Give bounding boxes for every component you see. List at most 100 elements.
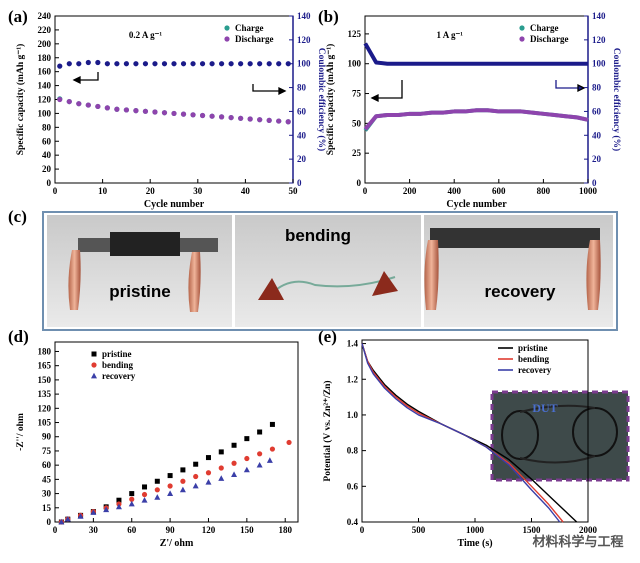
marker (190, 61, 196, 67)
marker (161, 110, 168, 116)
marker (129, 496, 135, 502)
marker (219, 61, 225, 67)
legend-label: Discharge (235, 34, 274, 44)
marker (247, 116, 253, 122)
marker (103, 506, 110, 513)
marker (219, 114, 225, 120)
marker (64, 515, 71, 522)
y-tick-label: 75 (42, 446, 52, 456)
y-tick-label: 20 (42, 164, 52, 174)
caption: pristine (109, 282, 170, 301)
y2-axis-label: Coulombic efficiency (%) (611, 48, 622, 151)
marker (257, 429, 263, 435)
y-tick-label: 1.0 (347, 410, 359, 420)
marker (180, 111, 187, 117)
y-tick-label: 120 (38, 403, 52, 413)
y2-tick-label: 140 (297, 11, 311, 21)
marker (57, 63, 63, 69)
marker (142, 484, 148, 490)
legend-label: recovery (102, 371, 136, 381)
marker (266, 457, 273, 463)
y-tick-label: 0 (47, 178, 52, 188)
y-axis-label: Specific capacity (mAh g⁻¹) (325, 44, 336, 156)
legend-label: bending (102, 360, 134, 370)
watermark: 材料科学与工程 (532, 534, 623, 550)
y-axis-label: Potential (V vs. Zn²⁺/Zn) (322, 380, 333, 481)
y-tick-label: 30 (42, 489, 52, 499)
marker (66, 98, 72, 105)
y-tick-label: 25 (352, 148, 362, 158)
y2-tick-label: 100 (297, 59, 311, 69)
y2-tick-label: 40 (297, 130, 307, 140)
marker (123, 107, 129, 113)
y-tick-label: 60 (42, 136, 52, 146)
y-tick-label: 45 (42, 474, 52, 484)
y-tick-label: 140 (38, 81, 52, 91)
y-tick-label: 0.8 (347, 446, 359, 456)
marker (142, 108, 149, 114)
marker (231, 442, 237, 448)
series-line (361, 343, 564, 523)
marker (161, 61, 168, 67)
x-tick-label: 1000 (466, 525, 485, 535)
marker (85, 59, 91, 66)
x-axis-label: Cycle number (446, 199, 507, 210)
marker (266, 117, 272, 123)
marker (231, 460, 237, 466)
marker (95, 103, 101, 110)
y-tick-label: 200 (38, 39, 52, 49)
y-tick-label: 100 (348, 59, 362, 69)
marker (205, 470, 212, 476)
x-tick-label: 60 (127, 525, 137, 535)
y2-tick-label: 120 (297, 35, 311, 45)
marker (238, 61, 244, 67)
marker (269, 446, 276, 452)
marker (205, 479, 212, 485)
x-tick-label: 120 (202, 525, 216, 535)
y-tick-label: 0 (357, 178, 362, 188)
legend-label: pristine (102, 349, 132, 359)
marker (286, 439, 292, 446)
marker (199, 112, 206, 119)
legend-label: Charge (235, 23, 264, 33)
marker (276, 118, 282, 124)
y2-tick-label: 80 (592, 83, 602, 93)
marker (231, 471, 238, 478)
marker (218, 475, 225, 481)
legend-swatch (91, 362, 97, 368)
y-tick-label: 0 (47, 517, 52, 527)
series-line (363, 108, 589, 131)
marker (192, 482, 199, 489)
marker (154, 494, 161, 500)
marker (115, 503, 122, 510)
y-tick-label: 220 (38, 25, 52, 35)
marker (123, 61, 129, 67)
y-tick-label: 60 (42, 460, 52, 470)
y-tick-label: 15 (42, 503, 52, 513)
marker (116, 497, 122, 503)
y-tick-label: 1.4 (347, 339, 359, 349)
x-tick-label: 400 (447, 186, 461, 196)
y-tick-label: 120 (38, 95, 52, 105)
y-tick-label: 1.2 (347, 374, 359, 384)
x-tick-label: 800 (537, 186, 551, 196)
marker (180, 467, 186, 473)
y-tick-label: 165 (38, 361, 52, 371)
marker (133, 61, 139, 67)
legend-swatch (519, 25, 525, 31)
x-tick-label: 0 (363, 186, 368, 196)
y-tick-label: 90 (42, 432, 52, 442)
marker (114, 61, 120, 67)
y-tick-label: 0.4 (347, 517, 359, 527)
x-tick-label: 50 (289, 186, 299, 196)
marker (193, 461, 199, 467)
marker (276, 61, 282, 67)
marker (180, 478, 186, 484)
caption: recovery (485, 282, 556, 301)
y-axis-label: Specific capacity (mAh g⁻¹) (15, 44, 26, 156)
marker (129, 491, 135, 497)
x-axis-label: Cycle number (144, 199, 205, 210)
marker (58, 518, 65, 525)
marker (180, 61, 187, 67)
legend-label: Discharge (530, 34, 569, 44)
